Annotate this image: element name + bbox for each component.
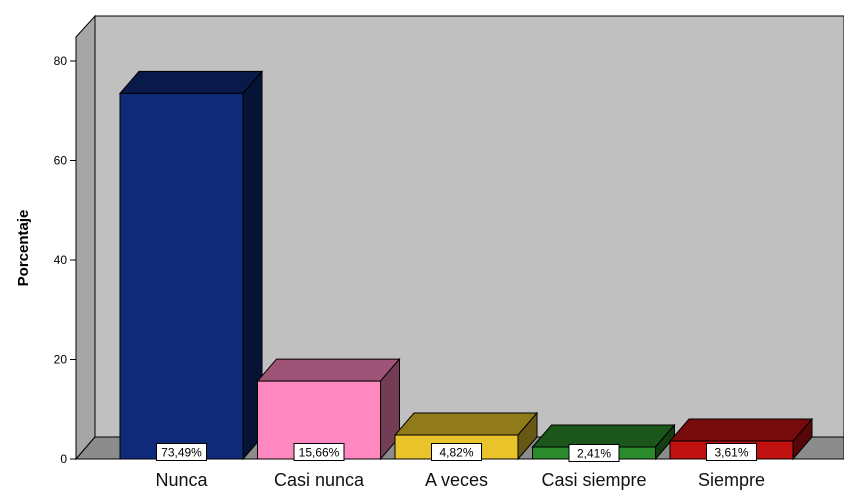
left-wall	[75, 14, 96, 461]
bar-series: 73,49% 15,66% 4,82% 2,41% 3,61%	[118, 70, 814, 463]
data-label-box	[293, 443, 345, 461]
bar-front	[119, 92, 244, 460]
y-tick-label: 60	[54, 154, 68, 168]
category-label: Siempre	[698, 470, 765, 490]
bar-top	[668, 418, 814, 442]
category-label: A veces	[425, 470, 488, 490]
y-tick-label: 40	[54, 253, 68, 267]
data-label-box	[431, 443, 482, 461]
data-label-text: 2,41%	[577, 447, 611, 461]
data-label: 2,41%	[568, 444, 620, 463]
bar-top	[256, 358, 401, 382]
category-labels: Nunca Casi nunca A veces Casi siempre Siempr…	[155, 470, 765, 490]
data-label-text: 3,61%	[714, 446, 748, 460]
y-tick-label: 80	[54, 54, 68, 68]
data-label-box	[706, 443, 757, 461]
bar: 2,41%	[531, 423, 676, 463]
bar: 4,82%	[393, 411, 539, 461]
data-label-text: 73,49%	[161, 446, 202, 460]
y-axis-label: Porcentaje	[15, 210, 32, 287]
y-axis: 0 20 40 60 80	[54, 54, 76, 466]
category-label: Casi nunca	[274, 470, 365, 490]
data-label-text: 4,82%	[439, 446, 473, 460]
bar-top	[393, 412, 539, 436]
bar-top	[118, 70, 264, 94]
data-label-text: 15,66%	[299, 446, 340, 460]
category-label: Nunca	[155, 470, 208, 490]
data-label: 4,82%	[431, 443, 482, 461]
bar-top	[531, 424, 676, 448]
category-label: Casi siempre	[541, 470, 646, 490]
bar: 3,61%	[668, 417, 814, 461]
data-label: 15,66%	[293, 443, 345, 461]
data-label: 73,49%	[156, 443, 207, 461]
y-tick-label: 20	[54, 353, 68, 367]
data-label-box	[568, 444, 620, 463]
y-tick-label: 0	[60, 452, 67, 466]
bar: 73,49%	[118, 70, 264, 461]
bar: 15,66%	[256, 357, 401, 461]
data-label: 3,61%	[706, 443, 757, 461]
data-label-box	[156, 443, 207, 461]
